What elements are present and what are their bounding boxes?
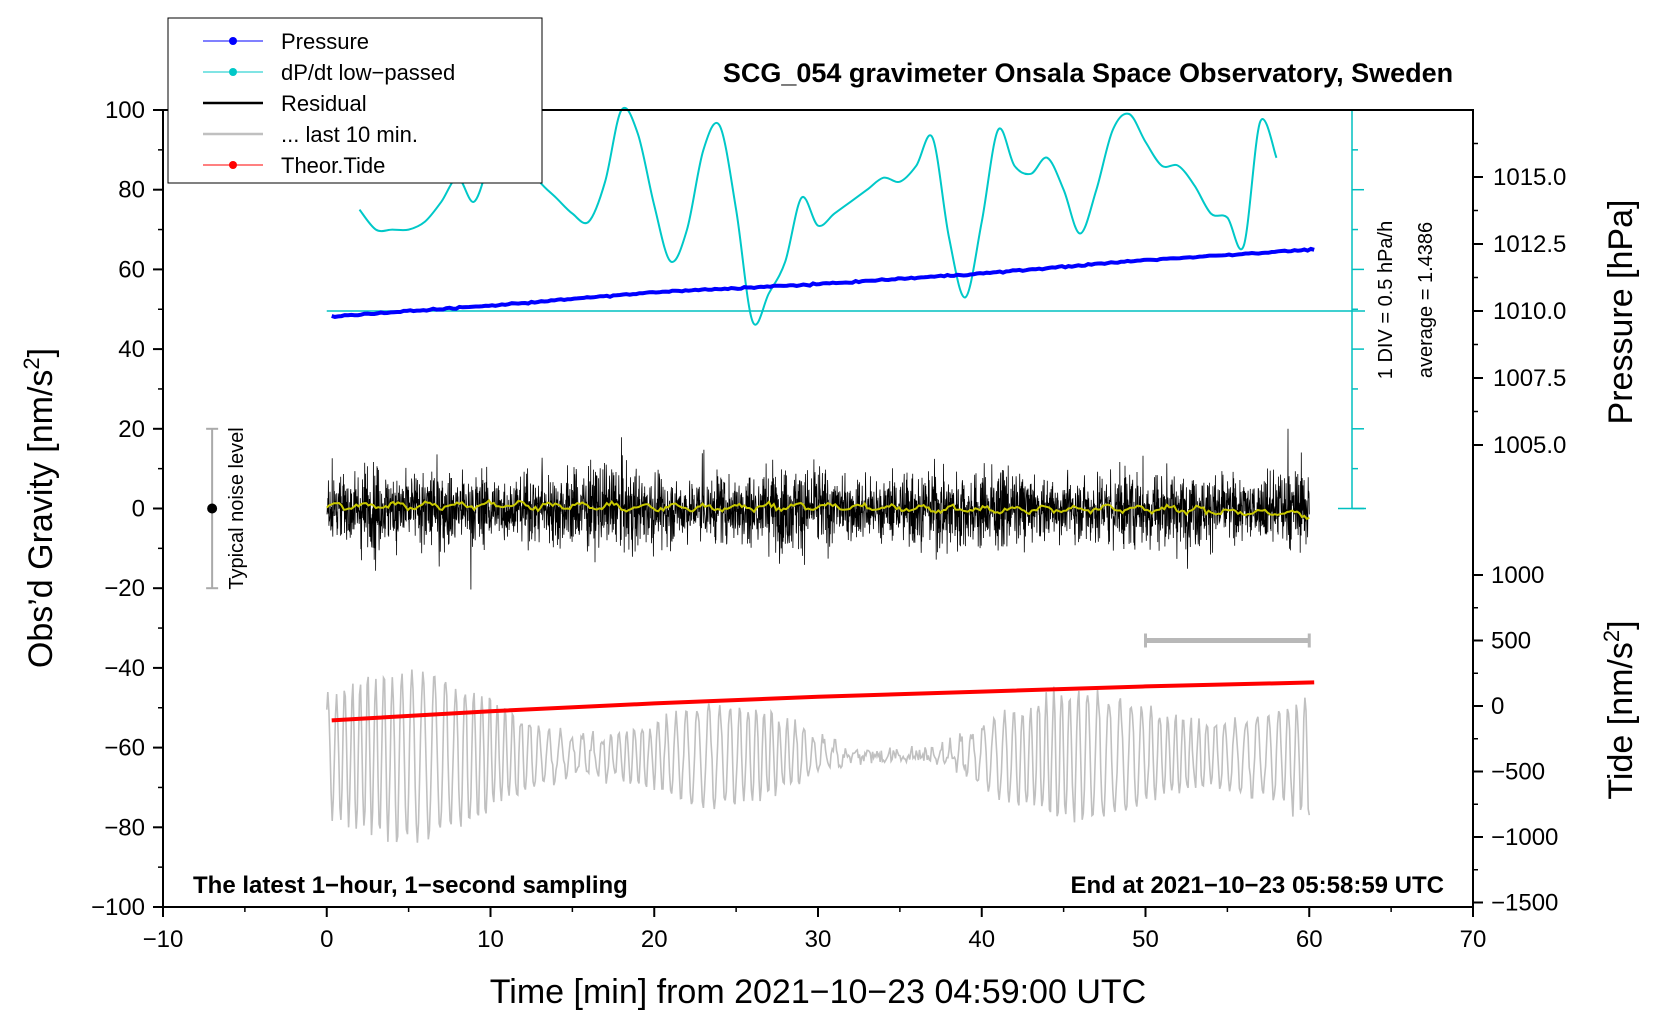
last-10-min-line	[326, 669, 1311, 843]
residual-smoothed-line	[326, 498, 1310, 521]
x-tick-label: 10	[477, 926, 504, 953]
tide-line	[331, 680, 1315, 723]
x-tick-label: 0	[320, 926, 333, 953]
x-tick-label: 70	[1460, 926, 1487, 953]
noise-label: Typical noise level	[226, 427, 248, 589]
legend-label: ... last 10 min.	[281, 122, 418, 147]
x-tick-label: −10	[143, 926, 184, 953]
x-tick-label: 50	[1132, 926, 1159, 953]
y-tick-label: 40	[118, 336, 145, 363]
pressure-tick-label: 1010.0	[1493, 298, 1566, 325]
legend-marker	[229, 37, 237, 45]
x-tick-label: 30	[805, 926, 832, 953]
y-tick-label: 80	[118, 177, 145, 204]
pressure-tick-label: 1015.0	[1493, 164, 1566, 191]
tide-tick-label: −1500	[1491, 890, 1558, 917]
x-axis-label: Time [min] from 2021−10−23 04:59:00 UTC	[490, 973, 1146, 1011]
legend-box	[167, 17, 543, 184]
legend-label: Theor.Tide	[281, 153, 385, 178]
legend-marker	[229, 68, 237, 76]
bottom-right-note: End at 2021−10−23 05:58:59 UTC	[1070, 872, 1444, 899]
y-tick-label: 60	[118, 256, 145, 283]
y-tick-label: −100	[91, 894, 145, 921]
bottom-left-note: The latest 1−hour, 1−second sampling	[193, 872, 628, 899]
x-tick-label: 60	[1296, 926, 1323, 953]
legend-label: Pressure	[281, 29, 369, 54]
y-tick-label: −60	[104, 735, 145, 762]
chart-title: SCG_054 gravimeter Onsala Space Observat…	[723, 58, 1453, 88]
noise-bar-center	[207, 503, 218, 514]
pressure-tick-label: 1007.5	[1493, 365, 1566, 392]
x-tick-label: 20	[641, 926, 668, 953]
legend-label: dP/dt low−passed	[281, 60, 455, 85]
y-tick-label: −80	[104, 814, 145, 841]
tide-tick-label: −500	[1491, 759, 1545, 786]
pressure-axis-label: Pressure [hPa]	[1602, 200, 1640, 425]
x-tick-label: 40	[968, 926, 995, 953]
average-annotation: average = 1.4386	[1415, 222, 1437, 378]
y-axis-label: Obs’d Gravity [nm/s2]	[19, 348, 60, 668]
tide-axis-label: Tide [nm/s2]	[1599, 620, 1640, 799]
y-tick-label: 0	[132, 496, 145, 523]
div-annotation: 1 DIV = 0.5 hPa/h	[1375, 221, 1397, 379]
y-tick-label: −40	[104, 655, 145, 682]
pressure-line	[331, 246, 1315, 319]
legend-label: Residual	[281, 91, 367, 116]
tide-tick-label: 500	[1491, 628, 1531, 655]
pressure-tick-label: 1005.0	[1493, 432, 1566, 459]
y-tick-label: 100	[105, 97, 145, 124]
tide-tick-label: 1000	[1491, 562, 1544, 589]
y-tick-label: 20	[118, 416, 145, 443]
tide-tick-label: −1000	[1491, 824, 1558, 851]
pressure-tick-label: 1012.5	[1493, 231, 1566, 258]
y-tick-label: −20	[104, 575, 145, 602]
tide-tick-label: 0	[1491, 693, 1504, 720]
legend-marker	[229, 161, 237, 169]
